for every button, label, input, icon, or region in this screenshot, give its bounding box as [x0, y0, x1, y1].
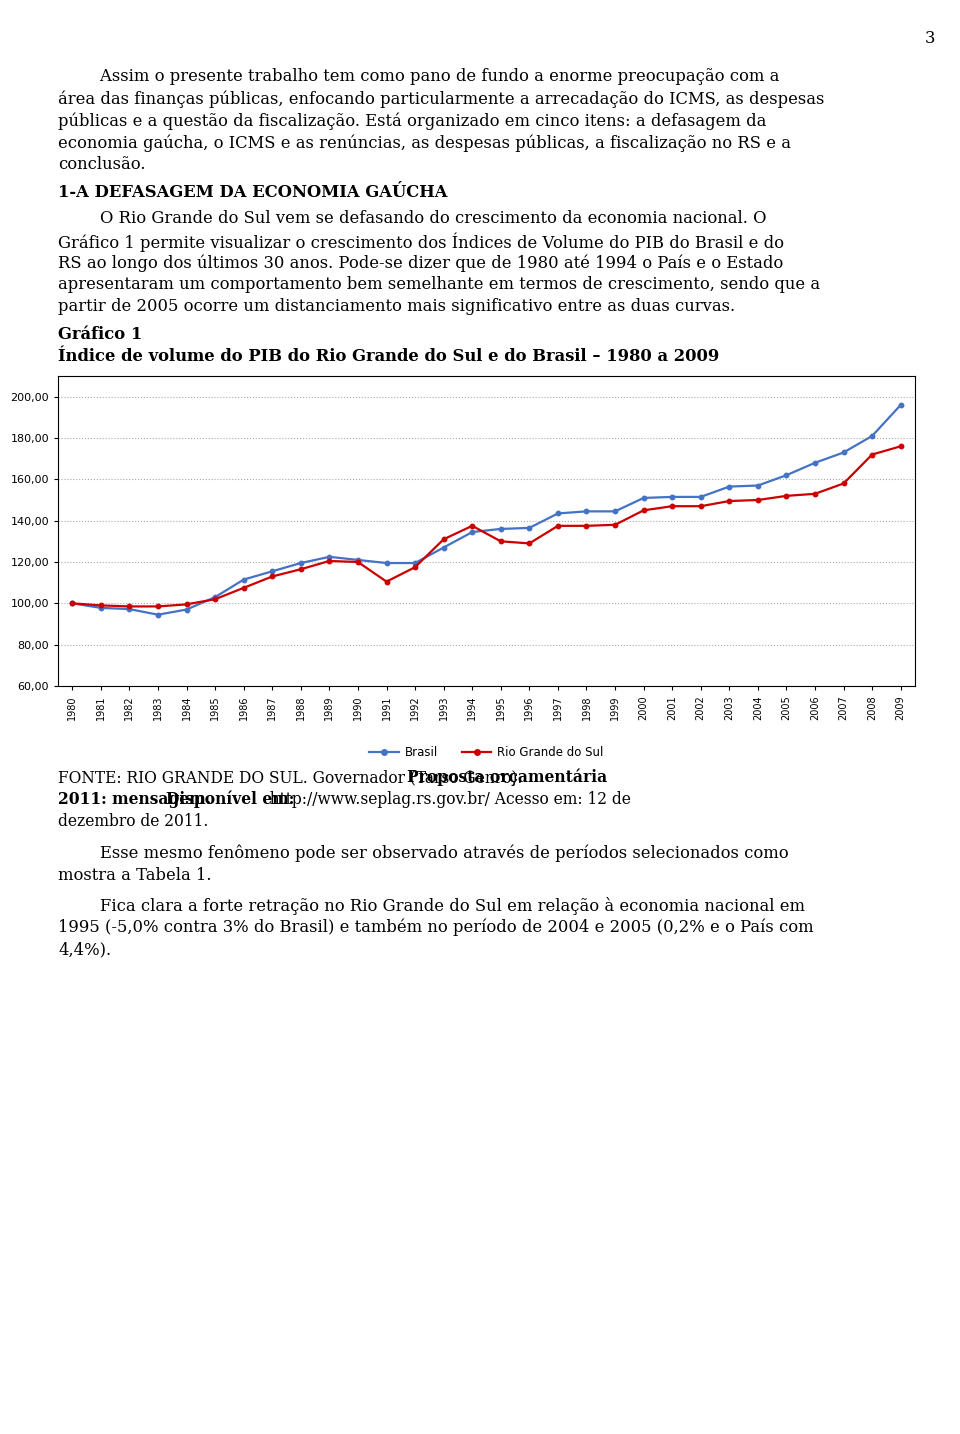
Text: Assim o presente trabalho tem como pano de fundo a enorme preocupação com a: Assim o presente trabalho tem como pano …	[58, 67, 780, 85]
Text: Esse mesmo fenômeno pode ser observado através de períodos selecionados como: Esse mesmo fenômeno pode ser observado a…	[58, 845, 788, 862]
Legend: Brasil, Rio Grande do Sul: Brasil, Rio Grande do Sul	[365, 741, 609, 764]
Text: http://www.seplag.rs.gov.br/ Acesso em: 12 de: http://www.seplag.rs.gov.br/ Acesso em: …	[259, 792, 631, 807]
Text: Índice de volume do PIB do Rio Grande do Sul e do Brasil – 1980 a 2009: Índice de volume do PIB do Rio Grande do…	[58, 348, 719, 366]
Text: 1995 (-5,0% contra 3% do Brasil) e também no período de 2004 e 2005 (0,2% e o Pa: 1995 (-5,0% contra 3% do Brasil) e també…	[58, 919, 814, 936]
Text: Proposta orçamentária: Proposta orçamentária	[407, 769, 608, 786]
Text: mostra a Tabela 1.: mostra a Tabela 1.	[58, 868, 211, 883]
Text: área das finanças públicas, enfocando particularmente a arrecadação do ICMS, as : área das finanças públicas, enfocando pa…	[58, 90, 825, 108]
Text: 1-A DEFASAGEM DA ECONOMIA GAÚCHA: 1-A DEFASAGEM DA ECONOMIA GAÚCHA	[58, 184, 447, 201]
Text: apresentaram um comportamento bem semelhante em termos de crescimento, sendo que: apresentaram um comportamento bem semelh…	[58, 275, 820, 293]
Text: conclusão.: conclusão.	[58, 156, 146, 174]
Text: 2011: mensagem.: 2011: mensagem.	[58, 792, 211, 807]
Text: RS ao longo dos últimos 30 anos. Pode-se dizer que de 1980 até 1994 o País e o E: RS ao longo dos últimos 30 anos. Pode-se…	[58, 254, 783, 271]
Text: partir de 2005 ocorre um distanciamento mais significativo entre as duas curvas.: partir de 2005 ocorre um distanciamento …	[58, 298, 735, 315]
Text: públicas e a questão da fiscalização. Está organizado em cinco itens: a defasage: públicas e a questão da fiscalização. Es…	[58, 112, 766, 129]
Text: FONTE: RIO GRANDE DO SUL. Governador (Tarso Genro).: FONTE: RIO GRANDE DO SUL. Governador (Ta…	[58, 769, 527, 786]
Text: Gráfico 1 permite visualizar o crescimento dos Índices de Volume do PIB do Brasi: Gráfico 1 permite visualizar o crescimen…	[58, 232, 784, 251]
Text: Gráfico 1: Gráfico 1	[58, 326, 142, 343]
Text: economia gaúcha, o ICMS e as renúncias, as despesas públicas, a fiscalização no : economia gaúcha, o ICMS e as renúncias, …	[58, 133, 791, 152]
Text: 4,4%).: 4,4%).	[58, 941, 111, 958]
Text: O Rio Grande do Sul vem se defasando do crescimento da economia nacional. O: O Rio Grande do Sul vem se defasando do …	[58, 209, 766, 227]
Text: 3: 3	[925, 30, 935, 47]
Text: dezembro de 2011.: dezembro de 2011.	[58, 813, 208, 830]
Text: Disponível em:: Disponível em:	[165, 792, 294, 809]
Text: Fica clara a forte retração no Rio Grande do Sul em relação à economia nacional : Fica clara a forte retração no Rio Grand…	[58, 898, 805, 915]
